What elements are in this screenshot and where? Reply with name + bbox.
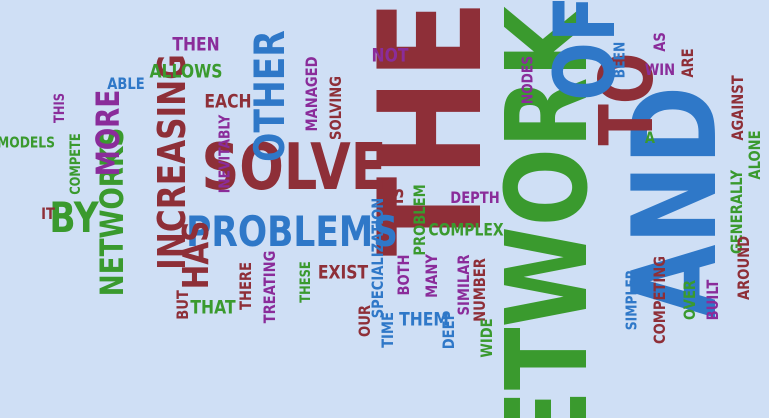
word-our: OUR [355,305,374,337]
word-solving: SOLVING [326,76,345,140]
word-over: OVER [680,279,699,321]
word-these: THESE [298,261,314,303]
word-specialization: SPECIALIZATION [368,197,387,319]
word-simpler: SIMPLER [622,269,641,331]
word-win: WIN [644,60,676,79]
word-other: OTHER [245,30,294,162]
word-both: BOTH [394,254,413,296]
word-managed: MANAGED [302,56,321,132]
word-complex: COMPLEX [428,220,504,241]
word-a: A [644,128,656,147]
word-many: MANY [422,254,441,298]
word-number: NUMBER [470,258,489,322]
word-there: THERE [236,262,255,310]
word-problem: PROBLEM [410,184,429,256]
word-as: AS [650,32,669,52]
word-competing: COMPETING [650,256,669,344]
word-inevitably: INEVITABLY [215,114,234,194]
word-compete: COMPETE [68,133,84,195]
word-time: TIME [378,312,397,348]
word-against: AGAINST [728,75,747,141]
word-nodes: NODES [518,55,537,105]
word-allows: ALLOWS [149,60,223,83]
word-solve: SOLVE [201,131,387,205]
word-is: IS [387,187,408,205]
word-more: MORE [89,89,127,177]
word-alone: ALONE [745,130,764,180]
word-this: THIS [52,93,68,123]
word-models: MODELS [0,133,56,152]
word-around: AROUND [734,236,753,300]
word-by: BY [49,193,99,242]
word-built: BUILT [703,279,722,321]
word-has: HAS [176,220,217,290]
word-are: ARE [678,48,697,78]
word-depth: DEPTH [450,188,500,207]
word-treating: TREATING [260,250,279,324]
word-been: BEEN [610,41,629,79]
word-but: BUT [173,290,192,320]
word-not: NOT [371,44,409,67]
word-problems: PROBLEMS [186,207,398,256]
word-wide: WIDE [477,318,496,358]
word-each: EACH [204,90,252,113]
word-them: THEM [399,308,449,331]
word-it: IT [41,204,55,223]
word-then: THEN [172,33,220,56]
word-that: THAT [190,296,236,319]
word-exist: EXIST [317,261,369,284]
word-able: ABLE [107,74,145,93]
word-deep: DEEP [439,310,458,350]
